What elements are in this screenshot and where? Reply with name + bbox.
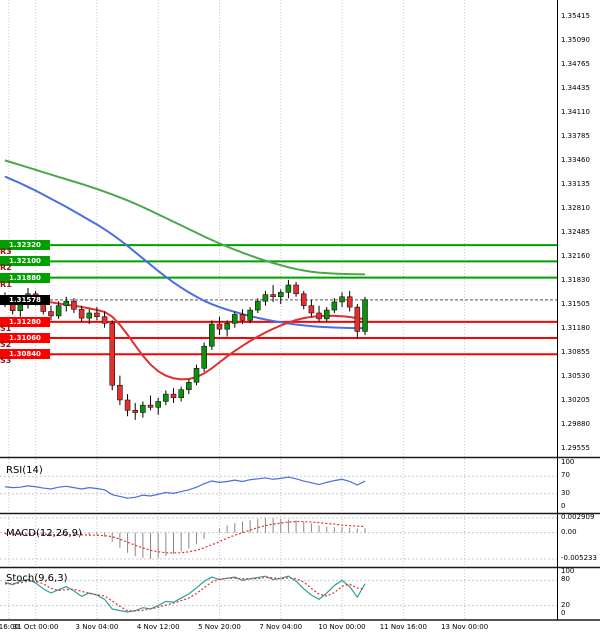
stoch-k-line [4,575,366,613]
candle-body [224,323,230,330]
candle-body [48,311,54,317]
candle-body [346,296,353,308]
ma-long-green [4,159,366,276]
candle-body [163,393,169,402]
candle-body [247,309,253,321]
candle-body [308,305,315,314]
candle-body [270,294,276,298]
candle-body [86,312,93,319]
candle-body [109,323,115,386]
candle-body [323,309,330,320]
candle-body [178,389,184,399]
candle-body [140,404,146,413]
candle-body [17,303,24,312]
candle-body [132,410,138,413]
candle-body [155,401,161,408]
candle-body [124,399,131,411]
candle-body [94,312,100,317]
candle-body [285,284,292,293]
candle-body [63,300,70,306]
ma-mid-blue [4,175,366,330]
candle-body [71,300,77,310]
candle-body [193,368,200,383]
candle-body [216,323,223,330]
candle-body [316,312,322,320]
candle-body [209,323,215,347]
candle-body [170,393,177,399]
candle-body [278,292,284,298]
macd-signal-line [4,520,366,554]
candle-body [300,293,307,306]
candle-body [262,294,269,302]
candle-body [9,303,16,312]
candle-body [293,284,299,295]
candle-body [354,306,361,332]
candle-body [32,293,39,303]
candle-body [362,299,368,332]
candle-body [147,404,154,408]
candle-body [255,300,261,311]
rsi-line [4,476,366,499]
candle-body [25,293,31,304]
candle-body [101,316,108,324]
candle-body [339,296,345,303]
candle-body [239,314,246,321]
candle-body [78,309,85,319]
candle-body [2,297,8,305]
candle-body [117,384,123,401]
stoch-d-line [5,576,366,612]
candle-body [55,305,62,317]
candle-body [186,382,192,390]
candle-body [232,314,238,324]
candle-body [331,301,338,311]
candle-body [40,301,47,312]
candle-body [201,345,207,369]
